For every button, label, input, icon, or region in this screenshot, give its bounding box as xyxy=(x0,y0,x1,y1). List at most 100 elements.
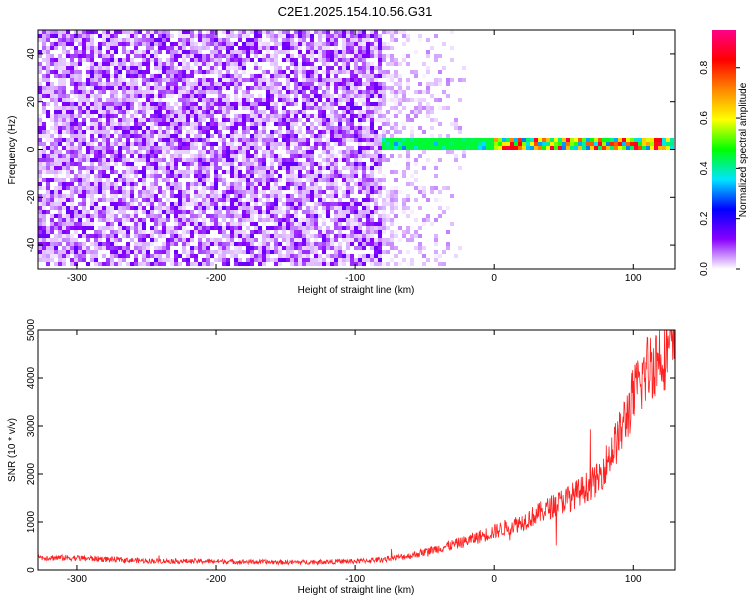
heatmap-cell xyxy=(262,58,266,62)
heatmap-cell xyxy=(114,62,118,66)
heatmap-cell xyxy=(74,50,78,54)
heatmap-cell xyxy=(242,98,246,102)
heatmap-cell xyxy=(50,214,54,218)
heatmap-cell xyxy=(354,202,358,206)
heatmap-cell xyxy=(414,218,418,222)
heatmap-cell xyxy=(430,110,434,114)
heatmap-cell xyxy=(102,106,106,110)
heatmap-cell xyxy=(290,54,294,58)
heatmap-cell xyxy=(290,114,294,118)
heatmap-cell xyxy=(242,234,246,238)
heatmap-cell xyxy=(166,46,170,50)
heatmap-cell xyxy=(374,182,378,186)
heatmap-cell xyxy=(350,130,354,134)
heatmap-cell xyxy=(218,166,222,170)
heatmap-cell xyxy=(238,222,242,226)
heatmap-cell xyxy=(366,134,370,138)
heatmap-cell xyxy=(454,118,458,122)
heatmap-cell xyxy=(450,146,454,150)
heatmap-cell xyxy=(158,82,162,86)
heatmap-cell xyxy=(354,226,358,230)
heatmap-cell xyxy=(354,262,358,266)
heatmap-cell xyxy=(370,158,374,162)
heatmap-cell xyxy=(318,30,322,34)
heatmap-cell xyxy=(270,146,274,150)
heatmap-cell xyxy=(234,198,238,202)
heatmap-cell xyxy=(206,230,210,234)
heatmap-cell xyxy=(194,70,198,74)
heatmap-cell xyxy=(150,58,154,62)
heatmap-cell xyxy=(98,158,102,162)
heatmap-cell xyxy=(166,50,170,54)
heatmap-cell xyxy=(358,262,362,266)
heatmap-cell xyxy=(262,54,266,58)
heatmap-cell xyxy=(422,90,426,94)
heatmap-cell xyxy=(134,150,138,154)
heatmap-cell xyxy=(230,158,234,162)
heatmap-cell xyxy=(334,74,338,78)
heatmap-cell xyxy=(270,46,274,50)
heatmap-cell xyxy=(330,178,334,182)
heatmap-cell xyxy=(82,50,86,54)
heatmap-cell xyxy=(174,118,178,122)
heatmap-cell xyxy=(498,138,502,142)
heatmap-cell xyxy=(246,106,250,110)
y-tick-label: -20 xyxy=(26,190,37,205)
heatmap-cell xyxy=(270,94,274,98)
heatmap-cell xyxy=(170,262,174,266)
heatmap-cell xyxy=(354,78,358,82)
heatmap-cell xyxy=(350,186,354,190)
heatmap-cell xyxy=(222,114,226,118)
heatmap-cell xyxy=(86,102,90,106)
heatmap-cell xyxy=(94,94,98,98)
heatmap-cell xyxy=(342,46,346,50)
heatmap-cell xyxy=(394,162,398,166)
heatmap-cell xyxy=(222,178,226,182)
y-tick-label: 2000 xyxy=(26,462,37,485)
y-tick-label: 4000 xyxy=(26,366,37,389)
heatmap-cell xyxy=(150,206,154,210)
heatmap-cell xyxy=(438,146,442,150)
heatmap-cell xyxy=(106,246,110,250)
heatmap-cell xyxy=(482,138,486,142)
heatmap-cell xyxy=(158,78,162,82)
heatmap-cell xyxy=(250,182,254,186)
heatmap-cell xyxy=(202,150,206,154)
heatmap-cell xyxy=(318,166,322,170)
heatmap-cell xyxy=(190,158,194,162)
heatmap-cell xyxy=(74,126,78,130)
heatmap-cell xyxy=(162,210,166,214)
heatmap-cell xyxy=(366,254,370,258)
heatmap-cell xyxy=(198,78,202,82)
heatmap-cell xyxy=(186,142,190,146)
heatmap-cell xyxy=(246,186,250,190)
heatmap-cell xyxy=(46,86,50,90)
heatmap-cell xyxy=(238,206,242,210)
heatmap-cell xyxy=(354,102,358,106)
heatmap-cell xyxy=(178,198,182,202)
heatmap-cell xyxy=(78,74,82,78)
heatmap-cell xyxy=(94,158,98,162)
heatmap-cell xyxy=(438,158,442,162)
heatmap-cell xyxy=(222,150,226,154)
heatmap-cell xyxy=(330,262,334,266)
heatmap-cell xyxy=(46,146,50,150)
heatmap-cell xyxy=(70,126,74,130)
heatmap-cell xyxy=(270,82,274,86)
heatmap-cell xyxy=(114,182,118,186)
heatmap-cell xyxy=(242,118,246,122)
heatmap-cell xyxy=(74,162,78,166)
heatmap-cell xyxy=(262,178,266,182)
heatmap-cell xyxy=(390,122,394,126)
heatmap-cell xyxy=(234,54,238,58)
heatmap-cell xyxy=(310,150,314,154)
heatmap-cell xyxy=(166,82,170,86)
heatmap-cell xyxy=(538,142,542,146)
heatmap-cell xyxy=(62,38,66,42)
heatmap-cell xyxy=(206,170,210,174)
heatmap-cell xyxy=(526,138,530,142)
heatmap-cell xyxy=(214,90,218,94)
heatmap-cell xyxy=(70,62,74,66)
heatmap-cell xyxy=(246,94,250,98)
heatmap-cell xyxy=(258,58,262,62)
